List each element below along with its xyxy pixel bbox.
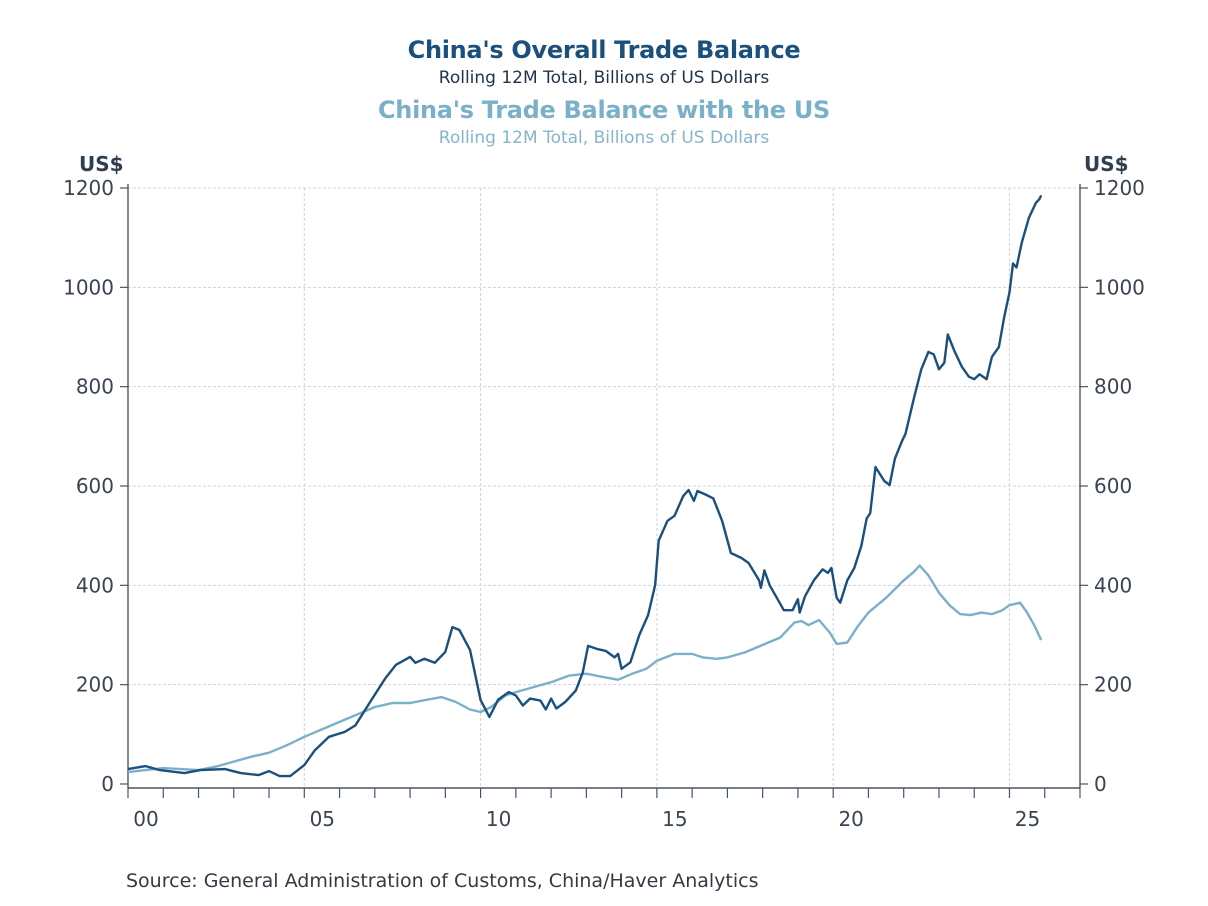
x-tick-label: 15	[662, 807, 687, 831]
y-tick-label-right: 1000	[1094, 275, 1145, 299]
y-tick-label-right: 0	[1094, 772, 1107, 796]
chart-subtitle: Rolling 12M Total, Billions of US Dollar…	[438, 68, 770, 88]
y-tick-label-left: 600	[76, 474, 114, 498]
y-tick-label-left: 800	[76, 375, 114, 399]
y-tick-label-right: 600	[1094, 474, 1132, 498]
series-overall-trade-balance	[127, 194, 1043, 778]
line-us-trade-balance	[127, 564, 1043, 774]
y-tick-label-left: 1000	[63, 275, 114, 299]
x-tick-label: 05	[310, 807, 335, 831]
chart-title-us: China's Trade Balance with the US	[377, 96, 830, 124]
y-tick-label-right: 200	[1094, 673, 1132, 697]
chart-subtitle-us: Rolling 12M Total, Billions of US Dollar…	[438, 128, 770, 148]
y-axis-label-right: US$	[1084, 152, 1129, 176]
x-tick-label: 20	[838, 807, 863, 831]
y-tick-label-right: 1200	[1094, 176, 1145, 200]
gridlines	[128, 187, 1080, 788]
series-lines	[127, 194, 1043, 778]
x-tick-label: 25	[1015, 807, 1040, 831]
y-tick-label-left: 400	[76, 573, 114, 597]
x-tick-label: 10	[486, 807, 511, 831]
chart-title: China's Overall Trade Balance	[407, 36, 801, 64]
y-tick-label-left: 200	[76, 673, 114, 697]
series-us-trade-balance	[127, 564, 1043, 774]
y-axis-label-left: US$	[79, 152, 124, 176]
y-tick-label-left: 0	[101, 772, 114, 796]
source-note: Source: General Administration of Custom…	[126, 870, 759, 892]
y-tick-label-left: 1200	[63, 176, 114, 200]
y-tick-label-right: 400	[1094, 573, 1132, 597]
y-tick-label-right: 800	[1094, 375, 1132, 399]
x-tick-label: 00	[133, 807, 158, 831]
